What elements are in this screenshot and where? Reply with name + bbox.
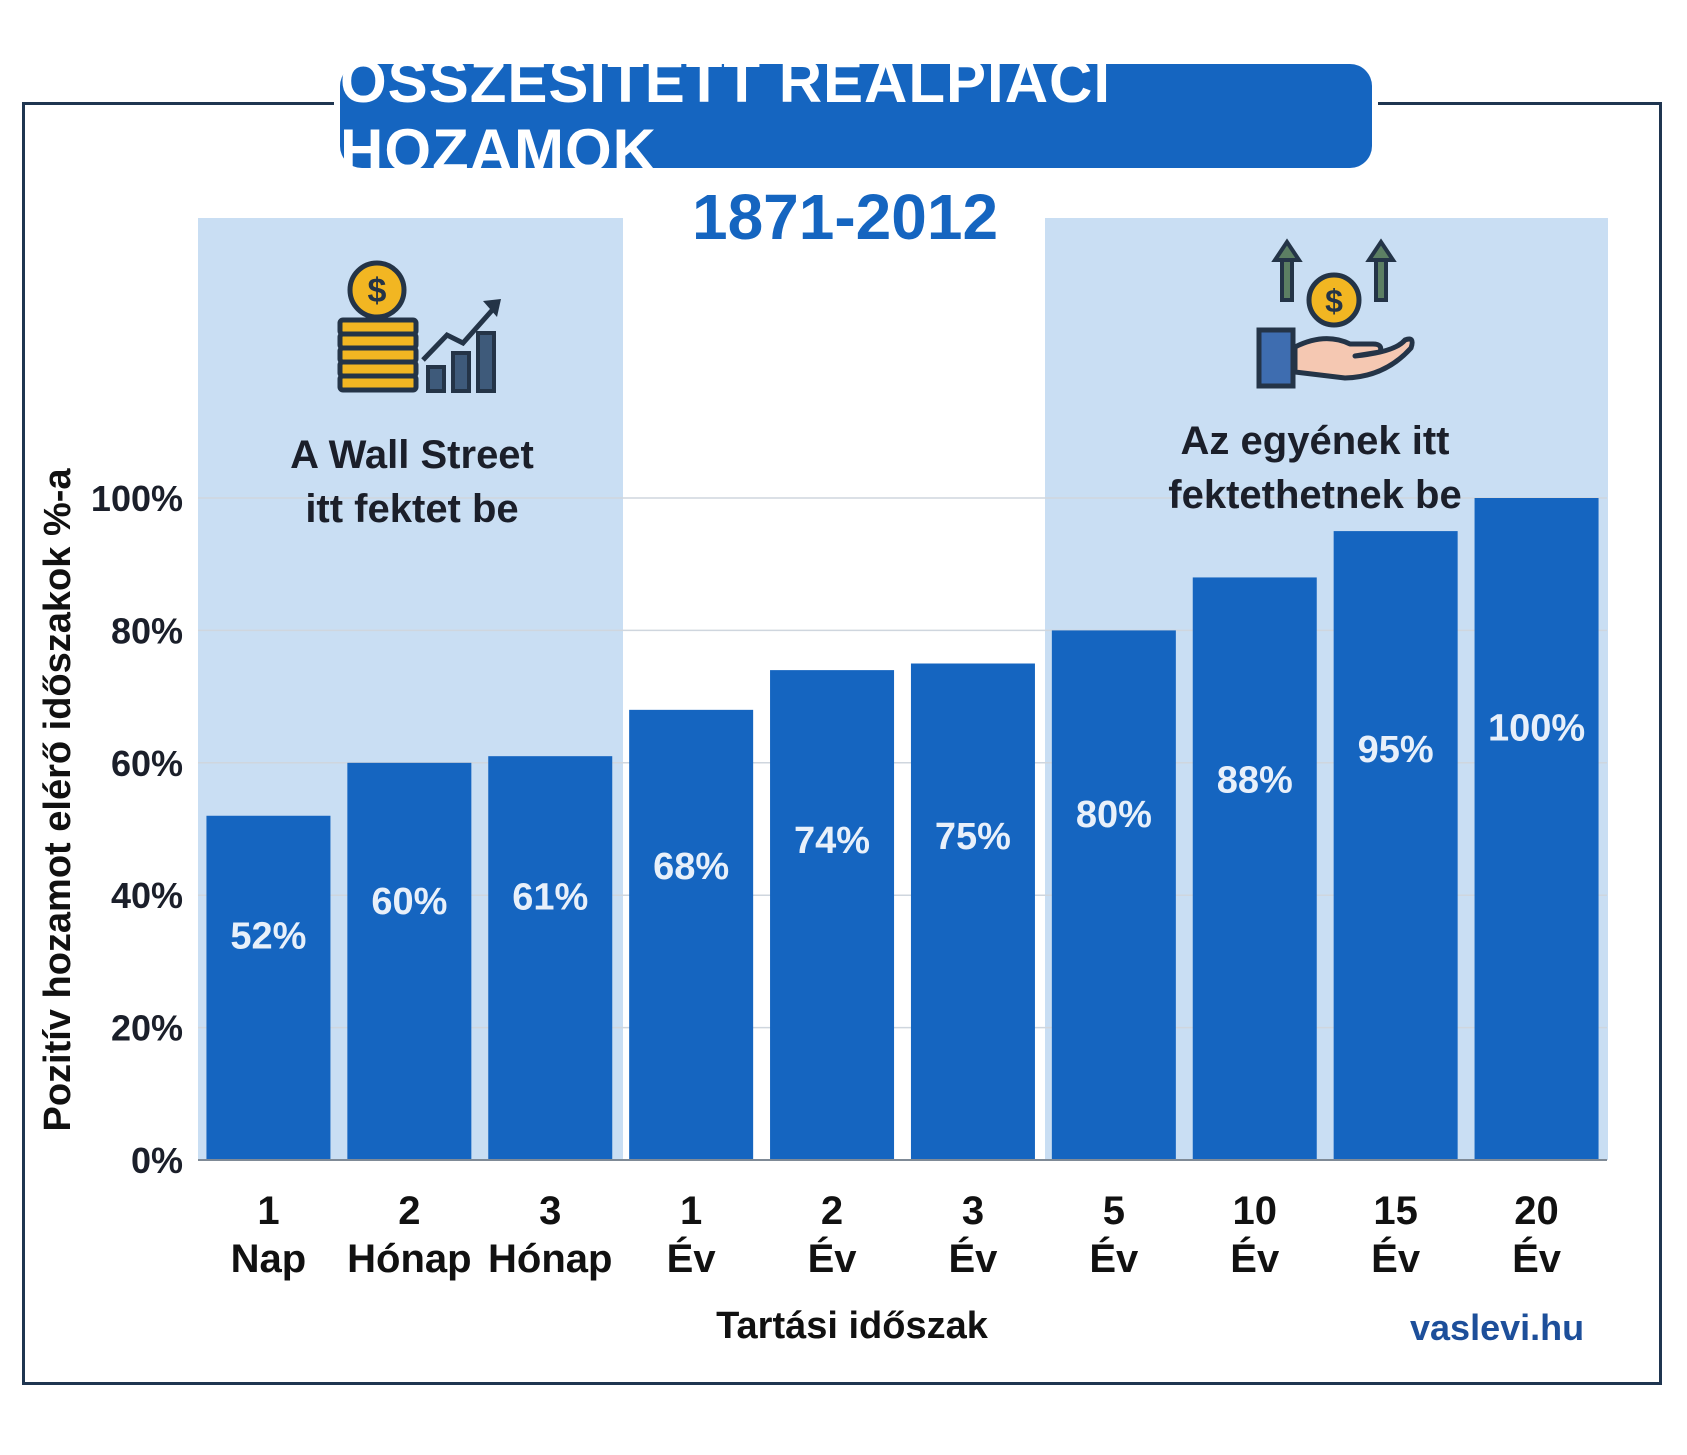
- annotation-individuals-line1: Az egyének itt: [1180, 419, 1450, 463]
- bar-value-label: 60%: [371, 881, 447, 923]
- x-tick-number: 2: [398, 1189, 420, 1233]
- x-tick-unit: Nap: [231, 1237, 307, 1281]
- y-tick-label: 20%: [111, 1008, 183, 1049]
- source-credit: vaslevi.hu: [1410, 1307, 1585, 1348]
- x-tick-unit: Hónap: [488, 1237, 612, 1281]
- bar-value-label: 61%: [512, 876, 588, 918]
- y-tick-label: 40%: [111, 875, 183, 916]
- x-tick-unit: Év: [948, 1236, 998, 1281]
- chart-title: ÖSSZESÍTETT REÁLPIACI HOZAMOK: [340, 48, 1372, 184]
- annotation-individuals: Az egyének itt fektethetnek be: [1110, 414, 1520, 522]
- bar: [1051, 630, 1176, 1160]
- x-tick-number: 15: [1373, 1189, 1418, 1233]
- bar-value-label: 100%: [1488, 707, 1585, 749]
- annotation-wall-street-line2: itt fektet be: [305, 487, 519, 531]
- x-tick-number: 20: [1514, 1189, 1559, 1233]
- coins-growth-chart-icon: $: [337, 260, 501, 393]
- x-tick-unit: Év: [808, 1236, 858, 1281]
- bar-value-label: 68%: [653, 846, 729, 888]
- bar: [770, 670, 895, 1160]
- bar-value-label: 74%: [794, 820, 870, 862]
- x-tick-unit: Év: [1512, 1236, 1562, 1281]
- y-axis-title: Pozitív hozamot elérő időszakok %-a: [37, 468, 79, 1132]
- x-tick-number: 3: [962, 1189, 984, 1233]
- y-tick-label: 0%: [131, 1140, 183, 1181]
- bar: [1192, 577, 1317, 1160]
- x-tick-unit: Év: [1089, 1236, 1139, 1281]
- x-tick-unit: Év: [1371, 1236, 1421, 1281]
- bar: [910, 663, 1035, 1160]
- x-tick-unit: Év: [1230, 1236, 1280, 1281]
- bar-value-label: 88%: [1217, 759, 1293, 801]
- bar-value-label: 80%: [1076, 794, 1152, 836]
- x-axis-title: Tartási időszak: [716, 1305, 989, 1347]
- bar: [488, 756, 613, 1160]
- bar-value-label: 75%: [935, 816, 1011, 858]
- bar: [347, 762, 472, 1160]
- annotation-wall-street-line1: A Wall Street: [290, 433, 534, 477]
- annotation-wall-street: A Wall Street itt fektet be: [212, 428, 612, 536]
- y-tick-label: 60%: [111, 743, 183, 784]
- bar: [206, 815, 331, 1160]
- bar: [1474, 498, 1599, 1160]
- annotation-individuals-line2: fektethetnek be: [1168, 473, 1462, 517]
- bar-value-label: 95%: [1358, 729, 1434, 771]
- bar: [629, 709, 754, 1160]
- svg-text:$: $: [1325, 283, 1343, 319]
- y-tick-label: 80%: [111, 610, 183, 651]
- x-tick-number: 1: [257, 1189, 279, 1233]
- x-tick-number: 10: [1233, 1189, 1278, 1233]
- x-tick-number: 5: [1103, 1189, 1125, 1233]
- x-tick-number: 3: [539, 1189, 561, 1233]
- svg-text:$: $: [368, 272, 387, 310]
- x-tick-unit: Hónap: [347, 1237, 471, 1281]
- bar-value-label: 52%: [230, 916, 306, 958]
- y-tick-label: 100%: [91, 478, 183, 519]
- chart-subtitle: 1871-2012: [691, 181, 999, 253]
- x-tick-number: 1: [680, 1189, 702, 1233]
- x-tick-unit: Év: [667, 1236, 717, 1281]
- x-tick-number: 2: [821, 1189, 843, 1233]
- bar: [1333, 531, 1458, 1160]
- hand-coin-arrows-icon: $: [1256, 238, 1415, 389]
